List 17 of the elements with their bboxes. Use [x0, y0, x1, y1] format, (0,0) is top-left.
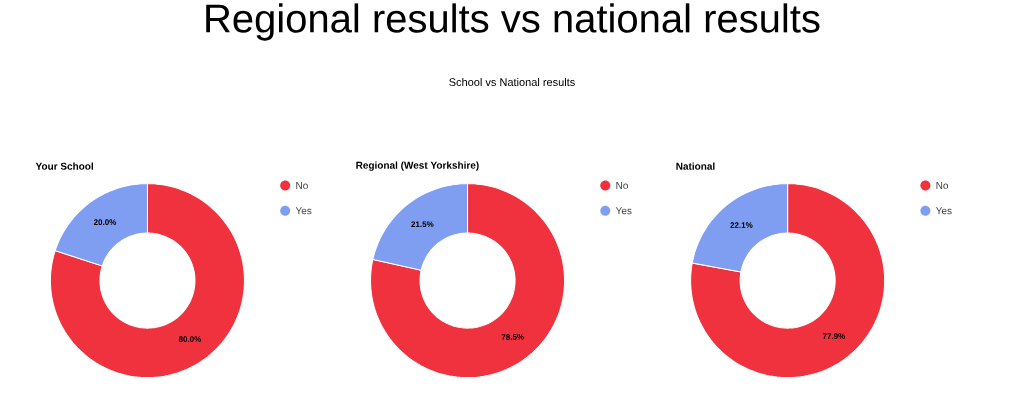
data-label: 78.5%	[501, 334, 524, 340]
legend-label: Yes	[295, 207, 312, 215]
legend-label: No	[296, 182, 308, 190]
chart-title: Your School	[35, 162, 93, 170]
legend-label: No	[616, 182, 628, 190]
chart-title: Regional (West Yorkshire)	[356, 161, 479, 171]
data-label: 20.0%	[93, 219, 117, 225]
legend-label: No	[936, 182, 949, 190]
text: Regional results vs national results	[206, 3, 820, 41]
legend-label: Yes	[935, 207, 952, 215]
legend-label: Yes	[615, 207, 632, 215]
data-label: 77.9%	[822, 333, 846, 339]
text: School vs National results	[449, 77, 575, 87]
data-label: 21.5%	[411, 221, 434, 228]
data-label: 80.0%	[178, 336, 202, 342]
data-label: 22.1%	[730, 222, 753, 228]
chart-title: National	[676, 162, 715, 170]
